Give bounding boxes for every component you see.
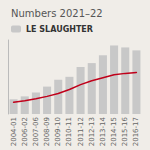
svg-text:2010-11: 2010-11 [65, 117, 73, 146]
svg-text:2007-06: 2007-06 [32, 116, 40, 146]
svg-text:2011-12: 2011-12 [77, 117, 85, 146]
svg-text:2014-15: 2014-15 [110, 117, 118, 146]
svg-text:2006-02: 2006-02 [21, 117, 29, 146]
svg-text:Numbers 2021–22: Numbers 2021–22 [11, 8, 103, 19]
svg-text:LE SLAUGHTER: LE SLAUGHTER [26, 25, 93, 34]
svg-text:2016-17: 2016-17 [132, 117, 140, 146]
svg-text:2009-10: 2009-10 [54, 117, 62, 146]
svg-text:2013-14: 2013-14 [99, 116, 107, 146]
svg-text:2012-13: 2012-13 [88, 117, 96, 146]
svg-text:2015-16: 2015-16 [121, 116, 129, 146]
svg-text:2004-01: 2004-01 [10, 117, 18, 146]
svg-text:2008-09: 2008-09 [43, 117, 51, 146]
